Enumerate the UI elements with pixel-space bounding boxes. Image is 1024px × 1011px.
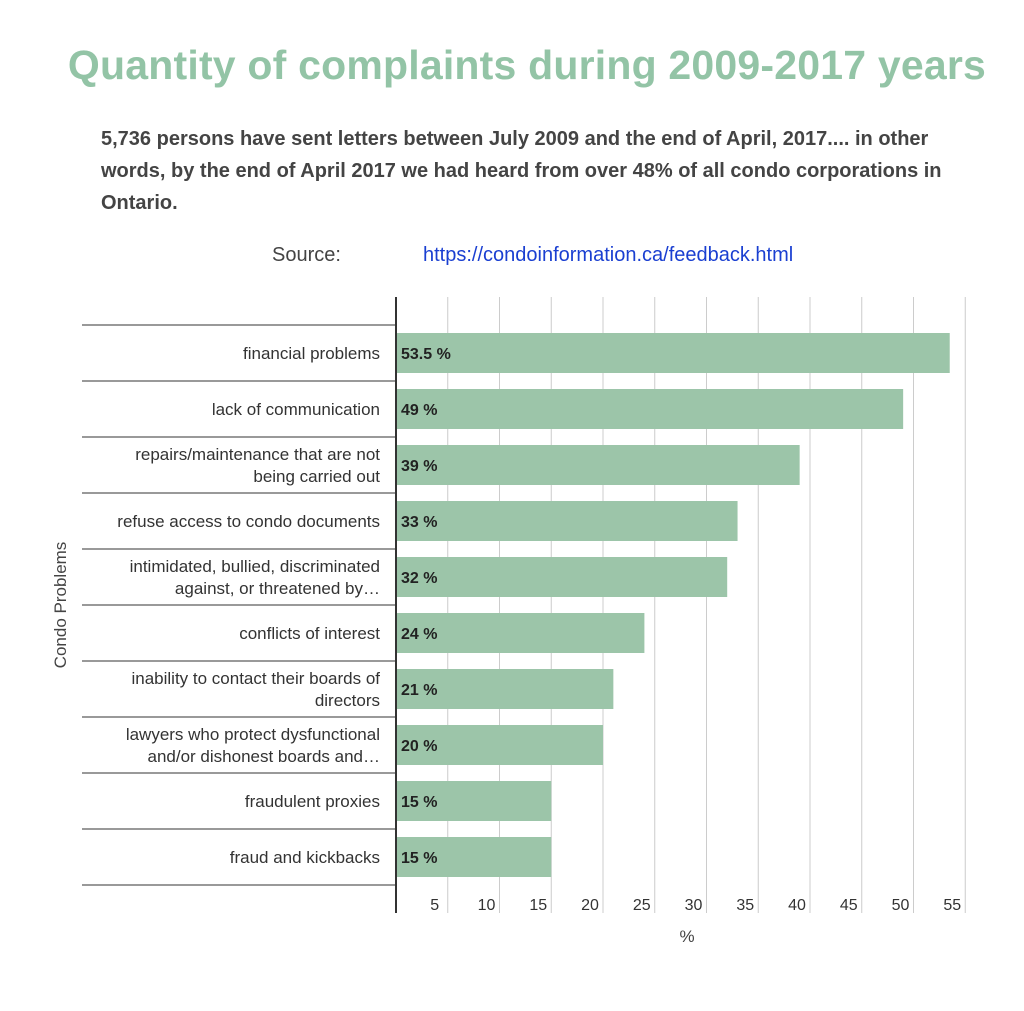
x-tick-labels: 5 10 15 20 25 30 35 40 45 50 55 <box>430 897 961 914</box>
data-label: 33 % <box>401 514 437 531</box>
category-label: fraudulent proxies <box>245 792 380 811</box>
bar <box>396 333 950 373</box>
x-tick-label: 5 <box>430 897 439 914</box>
bar <box>396 501 738 541</box>
x-tick-label: 25 <box>633 897 651 914</box>
data-label: 15 % <box>401 850 437 867</box>
category-label: lawyers who protect dysfunctional <box>126 725 380 744</box>
bar <box>396 725 603 765</box>
category-label: fraud and kickbacks <box>230 848 380 867</box>
bar <box>396 389 904 429</box>
category-label: directors <box>315 691 380 710</box>
x-tick-label: 30 <box>685 897 703 914</box>
x-tick-label: 55 <box>943 897 961 914</box>
category-label: repairs/maintenance that are not <box>135 445 380 464</box>
category-label: conflicts of interest <box>239 624 380 643</box>
category-label: inability to contact their boards of <box>131 669 380 688</box>
data-label: 21 % <box>401 682 437 699</box>
bar <box>396 445 800 485</box>
data-label: 24 % <box>401 626 437 643</box>
category-label: lack of communication <box>212 400 380 419</box>
data-label: 53.5 % <box>401 346 451 363</box>
bars: 53.5 % 49 % 39 % 33 % 32 % 24 % 21 % 20 % 15 % 15… <box>396 333 950 877</box>
category-label: refuse access to condo documents <box>117 512 380 531</box>
x-tick-label: 10 <box>478 897 496 914</box>
bar <box>396 557 728 597</box>
category-separators <box>82 324 396 886</box>
category-label: against, or threatened by… <box>175 579 380 598</box>
bar <box>396 781 552 821</box>
x-tick-label: 20 <box>581 897 599 914</box>
category-label: and/or dishonest boards and… <box>148 747 381 766</box>
chart-title: Quantity of complaints during 2009-2017 … <box>67 42 987 88</box>
data-label: 15 % <box>401 794 437 811</box>
source-label: Source: <box>272 244 341 266</box>
x-tick-label: 15 <box>529 897 547 914</box>
data-label: 49 % <box>401 402 437 419</box>
category-label: financial problems <box>243 344 380 363</box>
category-label: being carried out <box>253 467 380 486</box>
category-labels: financial problems lack of communication r… <box>117 344 380 867</box>
category-label: intimidated, bullied, discriminated <box>130 557 380 576</box>
x-tick-label: 50 <box>892 897 910 914</box>
bar <box>396 669 614 709</box>
data-label: 32 % <box>401 570 437 587</box>
data-label: 39 % <box>401 458 437 475</box>
x-tick-label: 45 <box>840 897 858 914</box>
y-axis-title: Condo Problems <box>51 542 70 669</box>
bar <box>396 837 552 877</box>
intro-text: 5,736 persons have sent letters between … <box>101 128 942 214</box>
bar <box>396 613 645 653</box>
x-tick-label: 35 <box>736 897 754 914</box>
data-label: 20 % <box>401 738 437 755</box>
x-tick-label: 40 <box>788 897 806 914</box>
x-axis-title: % <box>679 927 694 946</box>
source-link[interactable]: https://condoinformation.ca/feedback.htm… <box>423 244 794 266</box>
